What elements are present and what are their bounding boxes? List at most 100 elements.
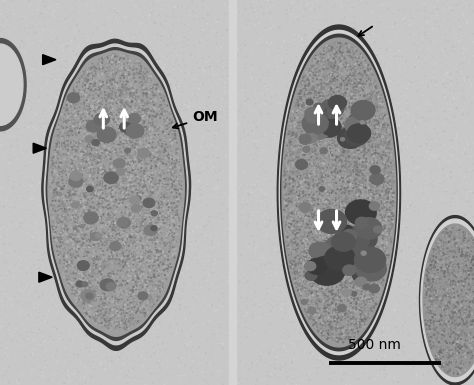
Point [466,68,474,74]
Point [331,170,339,176]
Point [133,148,140,154]
Point [347,205,355,211]
Point [356,202,364,208]
Point [142,152,150,158]
Point [445,214,452,220]
Point [137,96,145,102]
Point [293,238,301,244]
Point [106,135,113,141]
Point [336,93,344,99]
Point [107,156,114,162]
Point [122,376,130,382]
Point [361,268,368,275]
Point [109,168,116,174]
Point [434,239,441,245]
Point [304,257,311,263]
Point [366,93,374,99]
Point [370,304,378,310]
Point [331,154,339,160]
Point [459,242,466,248]
Point [408,382,415,385]
Point [9,250,17,256]
Point [161,229,169,235]
Point [300,86,307,92]
Point [84,209,92,215]
Point [449,94,456,100]
Point [113,250,121,256]
Point [335,204,342,210]
Point [140,198,147,204]
Point [329,71,337,77]
Point [86,297,94,303]
Point [340,92,348,98]
Point [365,294,373,300]
Point [443,261,451,267]
Point [334,167,341,174]
Point [132,147,139,153]
Point [329,72,337,78]
Point [195,49,203,55]
Point [348,94,356,100]
Point [294,276,302,282]
Point [367,165,374,171]
Point [87,296,94,303]
Point [117,96,125,102]
Point [438,325,446,331]
Point [222,285,229,291]
Point [92,150,100,156]
Point [125,95,132,101]
Point [194,165,202,171]
Point [144,226,151,232]
Point [321,186,328,192]
Point [383,196,391,203]
Point [456,267,464,273]
Point [55,159,62,166]
Point [152,192,159,198]
Point [141,214,148,220]
Point [166,179,174,185]
Point [299,194,306,200]
Point [63,204,70,210]
Point [367,137,375,143]
Point [264,84,272,90]
Point [304,294,311,300]
Point [166,139,174,145]
Point [433,6,440,12]
Point [121,164,129,170]
Point [150,186,158,192]
Point [80,264,88,271]
Point [310,280,317,286]
Point [122,176,130,182]
Point [323,56,330,62]
Point [307,0,314,4]
Point [373,228,381,234]
Point [149,212,156,218]
Point [136,203,143,209]
Point [55,257,63,263]
Point [322,306,329,313]
Point [296,171,303,177]
Point [416,266,423,272]
Point [320,134,328,141]
Point [224,0,231,4]
Point [77,197,85,203]
Point [141,155,148,161]
Point [345,148,353,154]
Point [322,336,330,342]
Point [375,268,383,274]
Point [438,285,446,291]
Point [145,186,152,192]
Point [78,177,85,184]
Point [447,279,455,285]
Point [372,242,379,248]
Point [315,331,323,337]
Point [60,188,68,194]
Point [99,162,107,168]
Point [163,278,171,285]
Point [68,130,76,136]
Point [468,331,474,338]
Point [273,159,280,165]
Point [310,8,318,14]
Point [359,321,367,327]
Point [328,202,336,208]
